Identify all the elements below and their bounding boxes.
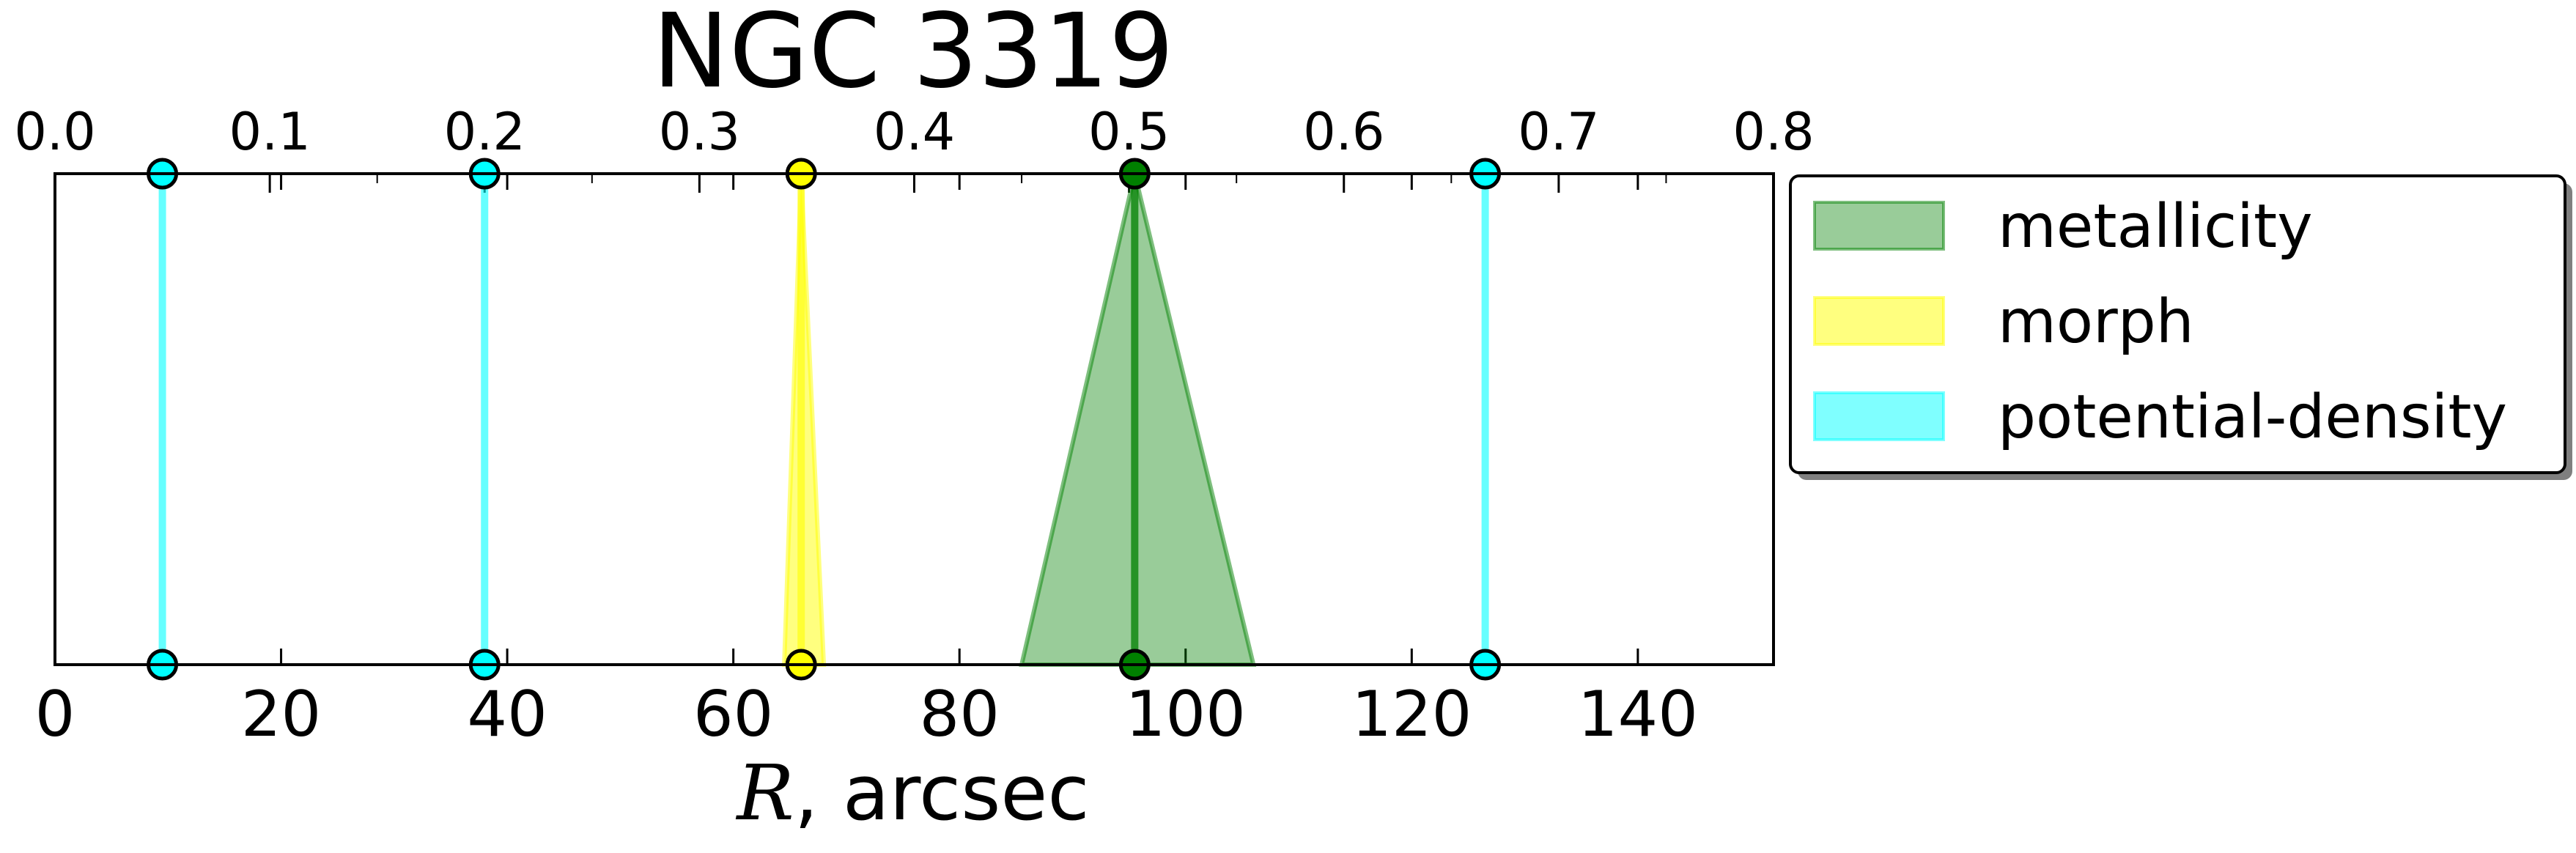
- legend-label-potential-density: potential-density: [1998, 383, 2507, 452]
- top-tick-label: 0.7: [1518, 102, 1599, 162]
- x-axis-label-symbol: R: [735, 748, 794, 838]
- x-tick-label: 140: [1578, 678, 1698, 751]
- legend-label-morph: morph: [1998, 287, 2194, 357]
- top-tick-label: 0.3: [659, 102, 740, 162]
- x-tick-label: 100: [1126, 678, 1246, 751]
- legend: metallicity morph potential-density: [1789, 174, 2572, 480]
- x-axis-label-unit: , arcsec: [794, 748, 1090, 838]
- x-tick-label: 0: [35, 678, 75, 751]
- top-tick-label: 0.2: [444, 102, 525, 162]
- x-tick-label: 40: [467, 678, 547, 751]
- plot-frame: [53, 172, 1775, 666]
- plot-area: [147, 158, 1502, 681]
- x-tick-label: 20: [241, 678, 321, 751]
- x-axis-label: R, arcsec: [735, 748, 1089, 838]
- top-tick-label: 0.4: [874, 102, 955, 162]
- series-metallicity: [1019, 173, 1257, 667]
- top-tick-label: 0.5: [1088, 102, 1170, 162]
- top-axis: 0.0 0.1 0.2 0.3 0.4 0.5 0.6 0.7 0.8: [14, 102, 1815, 193]
- x-tick-label: 120: [1351, 678, 1472, 751]
- legend-swatch-morph: [1813, 296, 1945, 346]
- top-tick-label: 0.0: [14, 102, 95, 162]
- x-axis: 0 20 40 60 80 100 120 140: [35, 174, 1698, 751]
- series-morph: [781, 173, 827, 667]
- legend-label-metallicity: metallicity: [1998, 192, 2313, 262]
- chart-title: NGC 3319: [652, 0, 1174, 111]
- top-tick-label: 0.8: [1732, 102, 1814, 162]
- x-tick-label: 60: [693, 678, 773, 751]
- legend-swatch-metallicity: [1813, 201, 1945, 251]
- legend-swatch-potential-density: [1813, 391, 1945, 441]
- legend-box: [1789, 174, 2566, 474]
- top-tick-label: 0.6: [1303, 102, 1384, 162]
- series-potential-density: [158, 174, 1489, 665]
- x-tick-label: 80: [919, 678, 999, 751]
- top-tick-label: 0.1: [229, 102, 310, 162]
